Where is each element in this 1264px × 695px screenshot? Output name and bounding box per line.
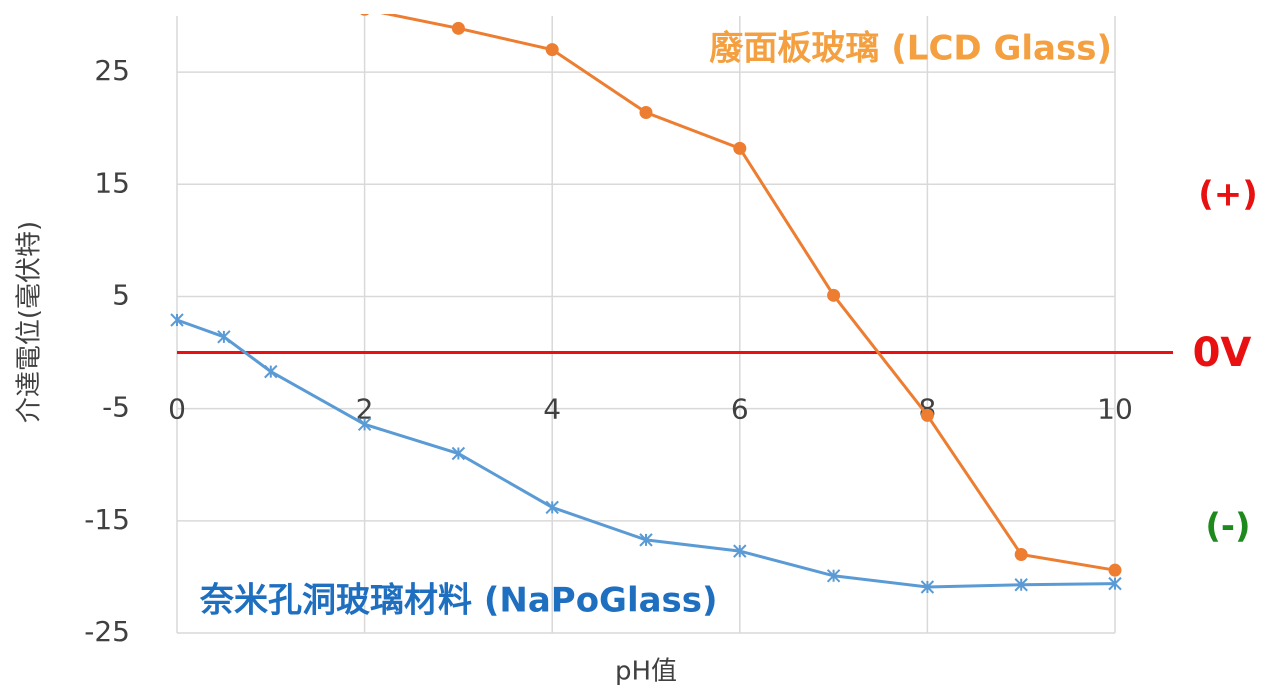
marker [1108,563,1122,577]
marker [170,313,184,327]
x-tick-label: 4 [543,393,561,426]
marker [920,408,934,422]
marker [357,417,372,432]
annotation: 0V [1193,330,1252,376]
marker [827,288,841,302]
marker [733,544,747,558]
y-tick-label: -5 [102,391,130,424]
marker [451,21,465,35]
x-tick-label: 6 [731,393,749,426]
marker [826,569,841,583]
marker [639,533,653,547]
annotation: (+) [1198,175,1258,215]
y-axis-label: 介達電位(毫伏特) [15,221,45,423]
annotation: (-) [1205,507,1250,547]
x-axis-label: pH值 [615,657,677,687]
series-line [176,318,1116,589]
marker [360,14,370,16]
marker [639,105,653,119]
y-tick-label: -25 [84,615,130,648]
y-tick-label: 25 [94,54,130,87]
x-tick-label: 0 [168,393,186,426]
marker [1014,578,1028,592]
marker [451,446,466,461]
marker [217,330,231,344]
plot-area [170,14,1122,594]
marker [264,364,278,379]
series-label: 廢面板玻璃 (LCD Glass) [709,29,1112,69]
marker [733,141,747,155]
marker [920,580,935,594]
y-tick-label: 15 [94,166,130,199]
x-tick-label: 2 [356,393,374,426]
series-label: 奈米孔洞玻璃材料 (NaPoGlass) [199,581,718,621]
x-tick-label: 10 [1097,393,1133,426]
marker [545,43,559,57]
y-tick-label: -15 [84,503,130,536]
marker [1108,576,1122,591]
y-tick-label: 5 [112,278,130,311]
marker [1014,547,1028,561]
marker [545,500,559,515]
